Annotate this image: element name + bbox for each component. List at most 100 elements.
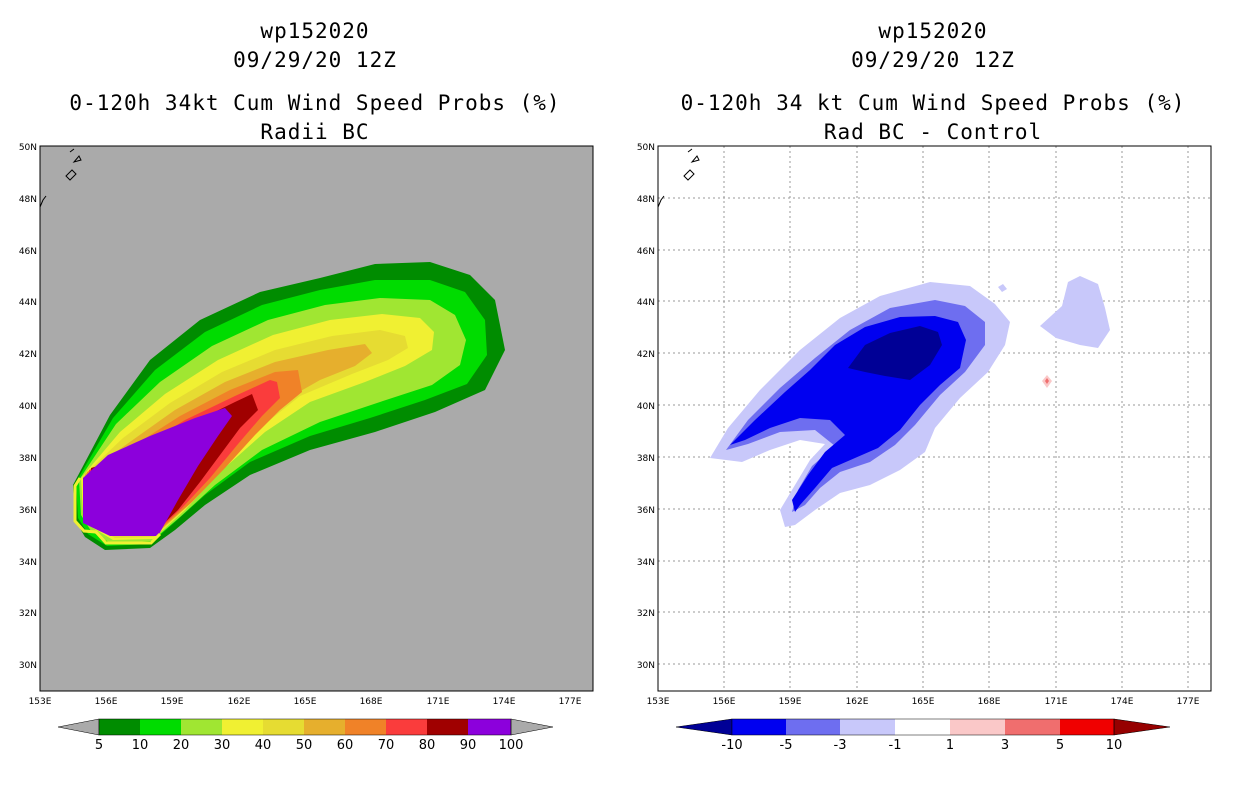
left-colorbar-label-70: 70 <box>378 738 395 753</box>
left-colorbar-swatch-30 <box>222 719 263 735</box>
left-lat-label-42N: 42N <box>19 350 37 360</box>
left-colorbar-label-90: 90 <box>460 738 477 753</box>
right-diff-field <box>710 276 1110 527</box>
right-colorbar-frame <box>731 718 1115 736</box>
left-lat-label-50N: 50N <box>19 143 37 153</box>
right-colorbar-low-arrow <box>675 718 733 736</box>
left-prob-field <box>73 262 505 550</box>
left-title-date: 09/29/20 12Z <box>233 48 397 72</box>
right-lon-label-156E: 156E <box>713 697 736 707</box>
right-coastline <box>657 148 700 208</box>
left-colorbar-low-arrow <box>57 718 100 736</box>
left-colorbar-swatch-60 <box>345 719 386 735</box>
left-colorbar-swatch-40 <box>263 719 304 735</box>
left-coastline <box>39 148 82 208</box>
right-lat-label-40N: 40N <box>637 402 655 412</box>
left-title-storm: wp152020 <box>260 19 370 43</box>
left-lon-label-174E: 174E <box>493 697 516 707</box>
prob-band-90 <box>83 408 232 536</box>
right-lon-label-159E: 159E <box>779 697 802 707</box>
left-lat-label-48N: 48N <box>19 195 37 205</box>
right-lat-label-38N: 38N <box>637 454 655 464</box>
prob-core-edge <box>73 477 162 545</box>
left-lon-label-168E: 168E <box>360 697 383 707</box>
left-colorbar-swatch-10 <box>140 719 181 735</box>
right-map-frame <box>657 145 1212 692</box>
right-title-date: 09/29/20 12Z <box>851 48 1015 72</box>
left-lat-labels: 50N 48N 46N 44N 42N 40N 38N 36N 34N 32N … <box>19 143 37 671</box>
left-colorbar-swatch-90 <box>468 719 511 735</box>
right-colorbar-swatch-minus3 <box>840 719 895 735</box>
right-colorbar-swatch-minus1 <box>895 719 950 735</box>
left-lon-label-177E: 177E <box>559 697 582 707</box>
left-colorbar-label-80: 80 <box>419 738 436 753</box>
right-colorbar-label-minus10: -10 <box>721 738 742 753</box>
right-lon-labels: 153E 156E 159E 162E 165E 168E 171E 174E … <box>647 697 1200 707</box>
diff-band-minus1-east <box>1040 276 1110 348</box>
right-lat-label-32N: 32N <box>637 609 655 619</box>
right-title-product: 0-120h 34 kt Cum Wind Speed Probs (%) <box>680 91 1186 115</box>
right-colorbar: -10 -5 -3 -1 1 3 5 10 <box>675 718 1171 753</box>
right-colorbar-label-10: 10 <box>1106 738 1123 753</box>
left-colorbar-label-100: 100 <box>499 738 524 753</box>
left-colorbar-swatch-80 <box>427 719 468 735</box>
right-lat-label-36N: 36N <box>637 506 655 516</box>
left-lat-label-46N: 46N <box>19 247 37 257</box>
right-map: 50N 48N 46N 44N 42N 40N 38N 36N 34N 32N … <box>637 143 1212 707</box>
left-lat-label-38N: 38N <box>19 454 37 464</box>
left-colorbar-swatch-70 <box>386 719 427 735</box>
left-lat-label-36N: 36N <box>19 506 37 516</box>
right-colorbar-label-5: 5 <box>1056 738 1064 753</box>
right-colorbar-swatch-minus5 <box>786 719 840 735</box>
left-title-product: 0-120h 34kt Cum Wind Speed Probs (%) <box>69 91 561 115</box>
right-lon-label-177E: 177E <box>1177 697 1200 707</box>
right-lon-label-171E: 171E <box>1045 697 1068 707</box>
left-lon-label-153E: 153E <box>29 697 52 707</box>
right-colorbar-label-minus1: -1 <box>889 738 902 753</box>
left-colorbar-frame <box>98 718 512 736</box>
right-lon-label-165E: 165E <box>912 697 935 707</box>
right-lon-label-162E: 162E <box>846 697 869 707</box>
right-colorbar-swatch-3 <box>1005 719 1060 735</box>
right-lat-label-50N: 50N <box>637 143 655 153</box>
right-lat-labels: 50N 48N 46N 44N 42N 40N 38N 36N 34N 32N … <box>637 143 655 671</box>
diff-band-plus1-core <box>1045 378 1049 384</box>
left-lat-label-32N: 32N <box>19 609 37 619</box>
right-title-storm: wp152020 <box>878 19 988 43</box>
left-colorbar-swatch-5 <box>99 719 140 735</box>
left-lat-label-40N: 40N <box>19 402 37 412</box>
left-lon-labels: 153E 156E 159E 162E 165E 168E 171E 174E … <box>29 697 582 707</box>
right-colorbar-high-arrow <box>1113 718 1171 736</box>
left-colorbar-label-5: 5 <box>95 738 103 753</box>
right-colorbar-label-minus5: -5 <box>780 738 793 753</box>
right-lat-label-34N: 34N <box>637 558 655 568</box>
left-colorbar-label-50: 50 <box>296 738 313 753</box>
left-colorbar-swatch-50 <box>304 719 345 735</box>
right-colorbar-label-minus3: -3 <box>834 738 847 753</box>
left-title-subtitle: Radii BC <box>260 120 370 144</box>
right-colorbar-swatch-1 <box>950 719 1005 735</box>
left-lat-label-44N: 44N <box>19 298 37 308</box>
right-lon-label-174E: 174E <box>1111 697 1134 707</box>
left-colorbar-label-30: 30 <box>214 738 231 753</box>
right-lat-label-48N: 48N <box>637 195 655 205</box>
diff-band-minus1-dot <box>998 284 1007 292</box>
left-colorbar-label-10: 10 <box>132 738 149 753</box>
right-lon-label-168E: 168E <box>978 697 1001 707</box>
left-lon-label-171E: 171E <box>427 697 450 707</box>
right-lon-label-153E: 153E <box>647 697 670 707</box>
right-lat-label-44N: 44N <box>637 298 655 308</box>
right-lat-label-30N: 30N <box>637 661 655 671</box>
left-colorbar-label-40: 40 <box>255 738 272 753</box>
left-colorbar: 5 10 20 30 40 50 60 70 80 90 100 <box>57 718 554 753</box>
left-colorbar-label-60: 60 <box>337 738 354 753</box>
left-map: 50N 48N 46N 44N 42N 40N 38N 36N 34N 32N … <box>19 143 594 707</box>
left-lat-label-34N: 34N <box>19 558 37 568</box>
left-colorbar-label-20: 20 <box>173 738 190 753</box>
right-colorbar-swatch-5 <box>1060 719 1114 735</box>
left-colorbar-swatch-20 <box>181 719 222 735</box>
left-lon-label-156E: 156E <box>95 697 118 707</box>
left-lat-label-30N: 30N <box>19 661 37 671</box>
